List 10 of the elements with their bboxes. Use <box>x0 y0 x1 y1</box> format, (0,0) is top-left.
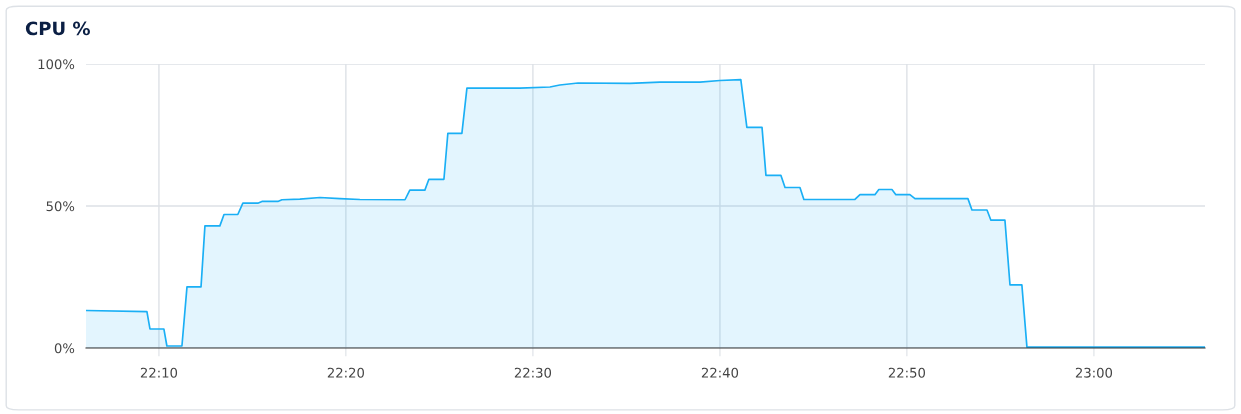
x-tick-label: 22:50 <box>888 367 926 378</box>
y-tick-label: 0% <box>54 343 75 354</box>
x-tick-label: 22:10 <box>140 367 178 378</box>
x-tick-label: 23:00 <box>1075 367 1113 378</box>
y-tick-label: 50% <box>46 201 75 212</box>
y-tick-label: 100% <box>38 59 75 70</box>
x-tick-label: 22:40 <box>701 367 739 378</box>
x-tick-label: 22:20 <box>327 367 364 378</box>
chart-title: CPU % <box>25 21 90 36</box>
x-tick-label: 22:30 <box>514 367 552 378</box>
